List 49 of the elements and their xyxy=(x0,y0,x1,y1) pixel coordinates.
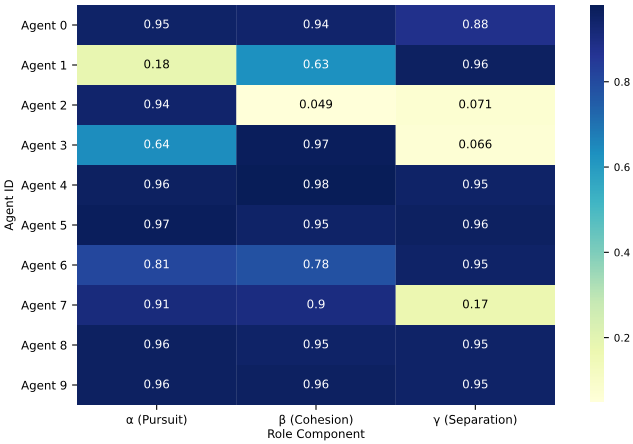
y-tick-label: Agent 2 xyxy=(21,100,66,112)
data-label: 0.96 xyxy=(304,379,328,388)
data-label: 0.95 xyxy=(462,179,488,188)
data-label: 0.049 xyxy=(300,99,332,108)
color-bar-label: 0.2 xyxy=(614,334,630,342)
x-axis-title: Role Component xyxy=(268,429,365,440)
y-tick-label: Agent 8 xyxy=(21,340,66,352)
x-tick-label: γ (Separation) xyxy=(433,414,516,426)
data-label: 0.96 xyxy=(144,339,170,348)
data-label: 0.78 xyxy=(304,259,328,268)
y-tick-label: Agent 6 xyxy=(21,260,67,272)
data-label: 0.17 xyxy=(462,299,488,308)
color-bar-label: 0.6 xyxy=(614,163,630,172)
data-label: 0.95 xyxy=(144,19,169,28)
data-label: 0.64 xyxy=(144,139,170,148)
data-label: 0.18 xyxy=(144,59,169,68)
y-axis-title: Agent ID xyxy=(4,180,16,231)
data-label: 0.94 xyxy=(304,19,328,28)
data-label: 0.98 xyxy=(304,179,328,188)
data-label: 0.95 xyxy=(462,339,488,348)
color-bar-label: 0.4 xyxy=(614,248,630,256)
data-label: 0.96 xyxy=(462,219,488,228)
data-label: 0.96 xyxy=(144,379,170,388)
y-tick-label: Agent 4 xyxy=(21,180,67,192)
data-label: 0.97 xyxy=(144,219,169,228)
data-label: 0.81 xyxy=(144,259,169,268)
y-tick-label: Agent 3 xyxy=(21,140,66,152)
data-label: 0.9 xyxy=(307,299,325,308)
data-label: 0.97 xyxy=(304,139,328,148)
data-label: 0.071 xyxy=(459,99,492,108)
data-label: 0.94 xyxy=(144,99,170,108)
x-tick-label: α (Pursuit) xyxy=(126,414,186,426)
y-tick-label: Agent 7 xyxy=(21,300,66,312)
y-tick-label: Agent 5 xyxy=(21,220,66,232)
data-label: 0.95 xyxy=(304,219,328,228)
x-tick-label: β (Cohesion) xyxy=(280,414,352,426)
data-label: 0.96 xyxy=(462,59,488,68)
y-tick-label: Agent 1 xyxy=(21,60,66,72)
data-label: 0.066 xyxy=(459,139,492,148)
y-tick-label: Agent 0 xyxy=(21,20,66,32)
data-label: 0.88 xyxy=(462,19,488,28)
data-label: 0.63 xyxy=(304,59,328,68)
y-tick-label: Agent 9 xyxy=(21,380,66,392)
data-label: 0.95 xyxy=(304,339,328,348)
data-label: 0.96 xyxy=(144,179,170,188)
color-bar-label: 0.8 xyxy=(614,78,630,86)
data-label: 0.95 xyxy=(462,379,488,388)
data-label: 0.91 xyxy=(144,299,169,308)
data-label: 0.95 xyxy=(462,259,488,268)
